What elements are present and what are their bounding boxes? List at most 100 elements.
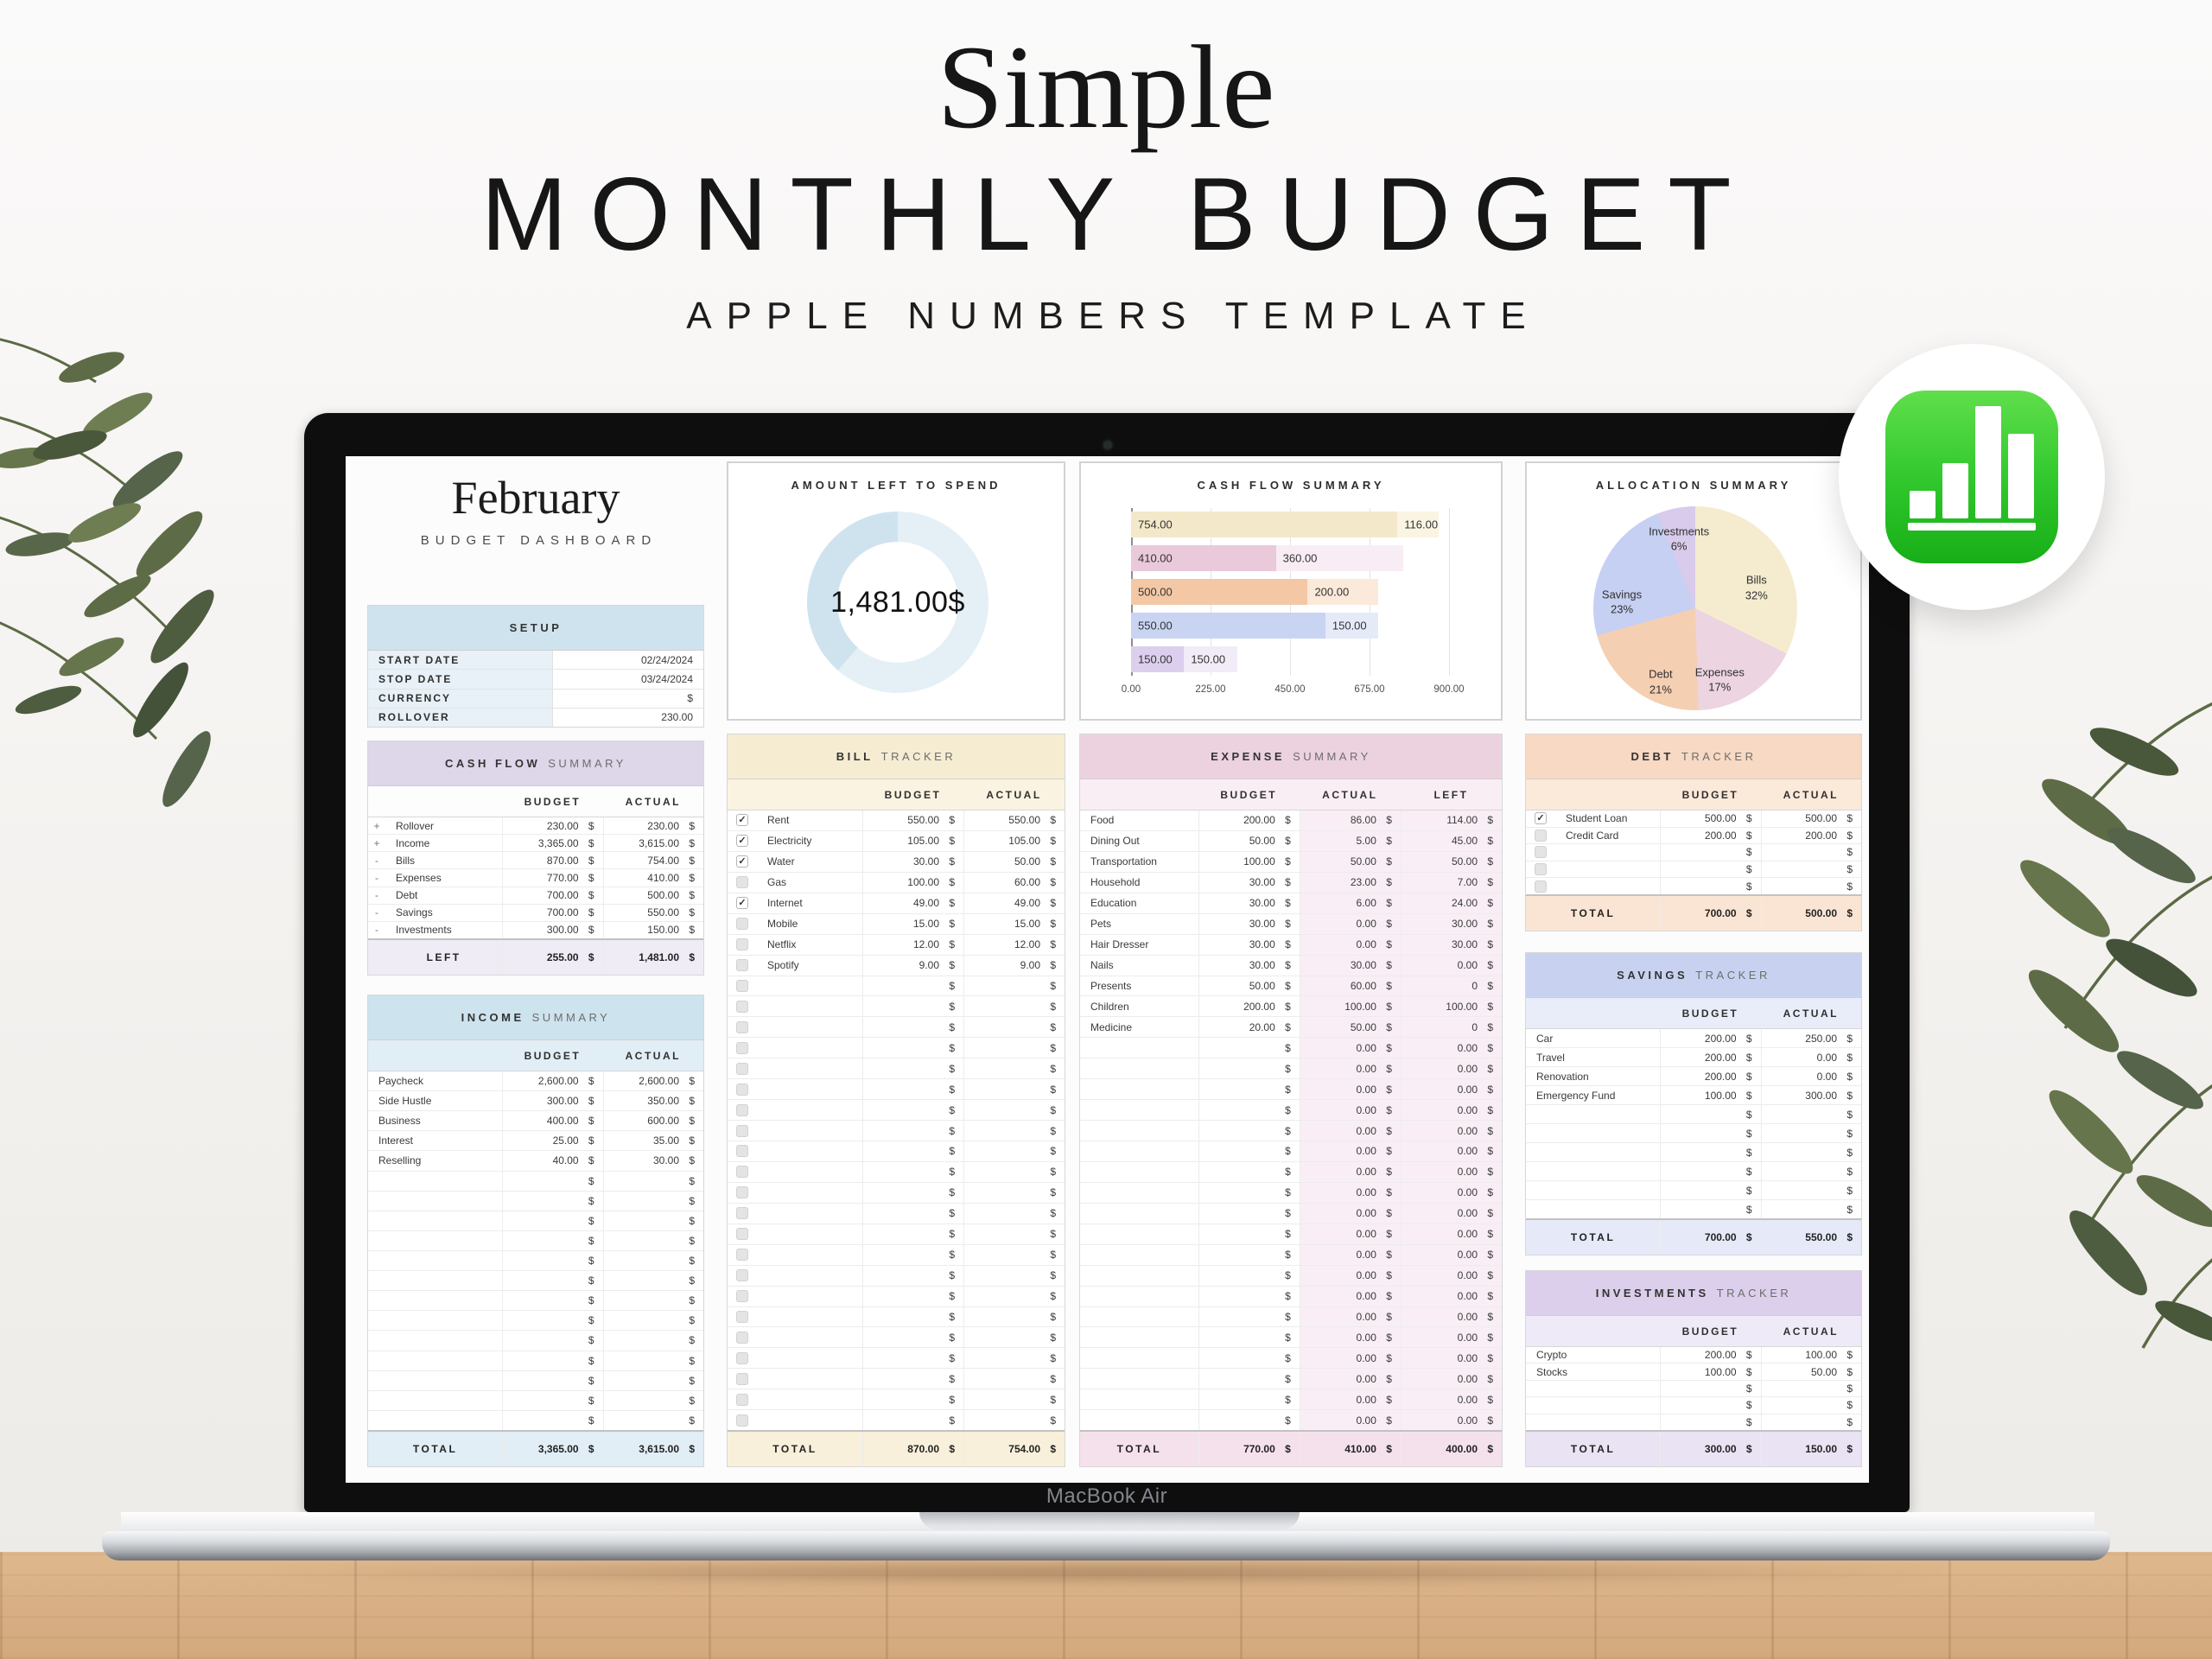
amount-cell[interactable]: $: [963, 1410, 1065, 1431]
amount-cell[interactable]: $: [1198, 1306, 1300, 1327]
amount-cell[interactable]: 114.00 $: [1400, 810, 1502, 830]
setup-value[interactable]: 03/24/2024: [552, 670, 703, 689]
amount-cell[interactable]: 0.00 $: [1400, 955, 1502, 976]
label-cell[interactable]: [1080, 1058, 1198, 1078]
amount-cell[interactable]: $: [1660, 1105, 1760, 1123]
amount-cell[interactable]: 0.00 $: [1299, 1058, 1401, 1079]
amount-cell[interactable]: $: [602, 1230, 703, 1250]
amount-cell[interactable]: 200.00 $: [1660, 1048, 1760, 1066]
amount-cell[interactable]: 35.00 $: [602, 1131, 703, 1151]
amount-cell[interactable]: 0.00 $: [1299, 1306, 1401, 1327]
amount-cell[interactable]: 250.00 $: [1760, 1029, 1861, 1047]
amount-cell[interactable]: $: [1198, 1182, 1300, 1203]
amount-cell[interactable]: $: [1660, 1124, 1760, 1142]
amount-cell[interactable]: $: [862, 1244, 963, 1265]
amount-cell[interactable]: $: [502, 1191, 602, 1211]
amount-cell[interactable]: $: [602, 1410, 703, 1430]
label-cell[interactable]: Investments: [396, 924, 452, 937]
amount-cell[interactable]: 0.00 $: [1299, 1182, 1401, 1203]
amount-cell[interactable]: 500.00 $: [602, 887, 703, 904]
amount-cell[interactable]: 0.00 $: [1299, 1141, 1401, 1161]
amount-cell[interactable]: 30.00 $: [1299, 955, 1401, 976]
label-cell[interactable]: [757, 1058, 862, 1078]
label-cell[interactable]: [757, 1224, 862, 1244]
label-cell[interactable]: Hair Dresser: [1090, 938, 1149, 951]
label-cell[interactable]: [757, 976, 862, 996]
amount-cell[interactable]: 0.00 $: [1299, 1265, 1401, 1286]
amount-cell[interactable]: 0.00 $: [1299, 1389, 1401, 1410]
amount-cell[interactable]: $: [1198, 1161, 1300, 1182]
label-cell[interactable]: Netflix: [767, 938, 797, 951]
checkbox[interactable]: [736, 1351, 748, 1364]
amount-cell[interactable]: $: [1198, 1369, 1300, 1389]
label-cell[interactable]: [368, 1251, 502, 1270]
amount-cell[interactable]: $: [862, 1224, 963, 1244]
amount-cell[interactable]: 0.00 $: [1400, 1079, 1502, 1100]
label-cell[interactable]: Spotify: [767, 959, 799, 972]
amount-cell[interactable]: 30.00 $: [1198, 872, 1300, 893]
label-cell[interactable]: [757, 1369, 862, 1389]
amount-cell[interactable]: 105.00 $: [862, 830, 963, 851]
amount-cell[interactable]: $: [602, 1171, 703, 1191]
amount-cell[interactable]: $: [502, 1351, 602, 1370]
amount-cell[interactable]: $: [1760, 1200, 1861, 1218]
amount-cell[interactable]: $: [963, 1121, 1065, 1141]
amount-cell[interactable]: $: [862, 1100, 963, 1121]
amount-cell[interactable]: 15.00 $: [862, 913, 963, 934]
label-cell[interactable]: [1526, 1381, 1660, 1396]
label-cell[interactable]: [1080, 1224, 1198, 1244]
amount-cell[interactable]: $: [862, 1306, 963, 1327]
amount-cell[interactable]: $: [862, 1038, 963, 1058]
label-cell[interactable]: [1080, 1100, 1198, 1120]
label-cell[interactable]: [1080, 1369, 1198, 1389]
checkbox[interactable]: [736, 918, 748, 931]
amount-cell[interactable]: 754.00 $: [963, 1432, 1065, 1466]
setup-value[interactable]: $: [552, 689, 703, 708]
amount-cell[interactable]: $: [1660, 1162, 1760, 1180]
amount-cell[interactable]: 0.00 $: [1299, 934, 1401, 955]
amount-cell[interactable]: $: [1760, 1105, 1861, 1123]
amount-cell[interactable]: 30.00 $: [1400, 913, 1502, 934]
amount-cell[interactable]: $: [862, 1327, 963, 1348]
amount-cell[interactable]: 50.00 $: [1198, 976, 1300, 996]
checkbox[interactable]: [736, 1166, 748, 1179]
amount-cell[interactable]: $: [1660, 1181, 1760, 1199]
amount-cell[interactable]: 0.00 $: [1299, 1161, 1401, 1182]
label-cell[interactable]: [1080, 1389, 1198, 1409]
amount-cell[interactable]: $: [1760, 1124, 1861, 1142]
checkbox[interactable]: [736, 1103, 748, 1116]
amount-cell[interactable]: 30.00 $: [1400, 934, 1502, 955]
amount-cell[interactable]: $: [602, 1271, 703, 1291]
amount-cell[interactable]: $: [502, 1250, 602, 1271]
amount-cell[interactable]: $: [1198, 1121, 1300, 1141]
amount-cell[interactable]: $: [963, 1100, 1065, 1121]
label-cell[interactable]: Stocks: [1536, 1365, 1568, 1378]
amount-cell[interactable]: 230.00 $: [602, 817, 703, 835]
amount-cell[interactable]: $: [963, 976, 1065, 996]
label-cell[interactable]: [1080, 1183, 1198, 1203]
amount-cell[interactable]: $: [862, 1182, 963, 1203]
label-cell[interactable]: [1080, 1162, 1198, 1182]
amount-cell[interactable]: $: [602, 1250, 703, 1271]
label-cell[interactable]: [1555, 861, 1660, 878]
amount-cell[interactable]: $: [1660, 1143, 1760, 1161]
label-cell[interactable]: [368, 1211, 502, 1230]
label-cell[interactable]: Electricity: [767, 835, 812, 848]
amount-cell[interactable]: 400.00 $: [1400, 1432, 1502, 1466]
amount-cell[interactable]: 60.00 $: [1299, 976, 1401, 996]
checkbox[interactable]: ✓: [736, 897, 748, 910]
amount-cell[interactable]: $: [1760, 1380, 1861, 1397]
amount-cell[interactable]: 0.00 $: [1400, 1058, 1502, 1079]
amount-cell[interactable]: 400.00 $: [502, 1111, 602, 1131]
label-cell[interactable]: Business: [378, 1115, 421, 1128]
amount-cell[interactable]: 12.00 $: [862, 934, 963, 955]
amount-cell[interactable]: $: [963, 1327, 1065, 1348]
label-cell[interactable]: [757, 1204, 862, 1224]
amount-cell[interactable]: 350.00 $: [602, 1091, 703, 1111]
amount-cell[interactable]: 3,615.00 $: [602, 835, 703, 852]
amount-cell[interactable]: 0.00 $: [1400, 1100, 1502, 1121]
checkbox[interactable]: [736, 1062, 748, 1075]
amount-cell[interactable]: 700.00 $: [1660, 896, 1760, 931]
amount-cell[interactable]: $: [963, 1286, 1065, 1306]
amount-cell[interactable]: $: [963, 1079, 1065, 1100]
